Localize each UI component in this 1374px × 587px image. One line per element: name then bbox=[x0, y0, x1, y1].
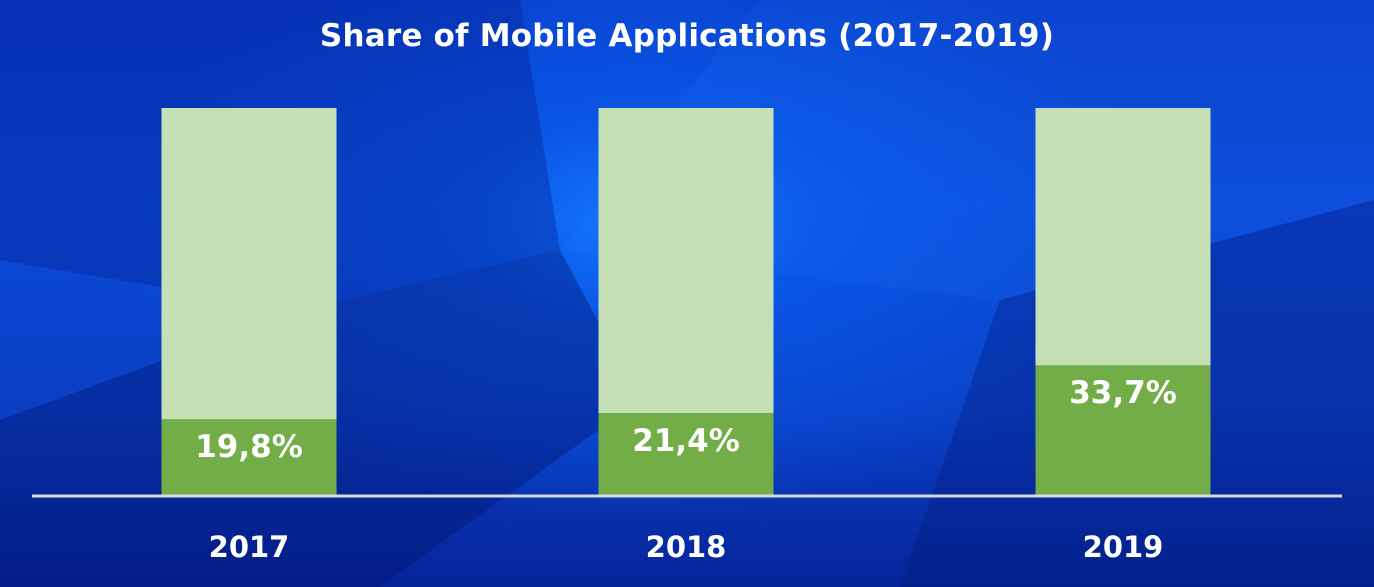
value-label-2018: 21,4% bbox=[632, 423, 740, 459]
bar-share-2018 bbox=[598, 412, 774, 496]
bar-share-2017 bbox=[161, 419, 337, 496]
bar-share-2019 bbox=[1035, 365, 1211, 496]
category-label-2017: 2017 bbox=[209, 530, 290, 564]
category-label-2018: 2018 bbox=[646, 530, 727, 564]
value-label-2019: 33,7% bbox=[1069, 375, 1177, 411]
value-label-2017: 19,8% bbox=[195, 429, 303, 465]
category-label-2019: 2019 bbox=[1083, 530, 1164, 564]
chart-title: Share of Mobile Applications (2017-2019) bbox=[319, 18, 1055, 54]
